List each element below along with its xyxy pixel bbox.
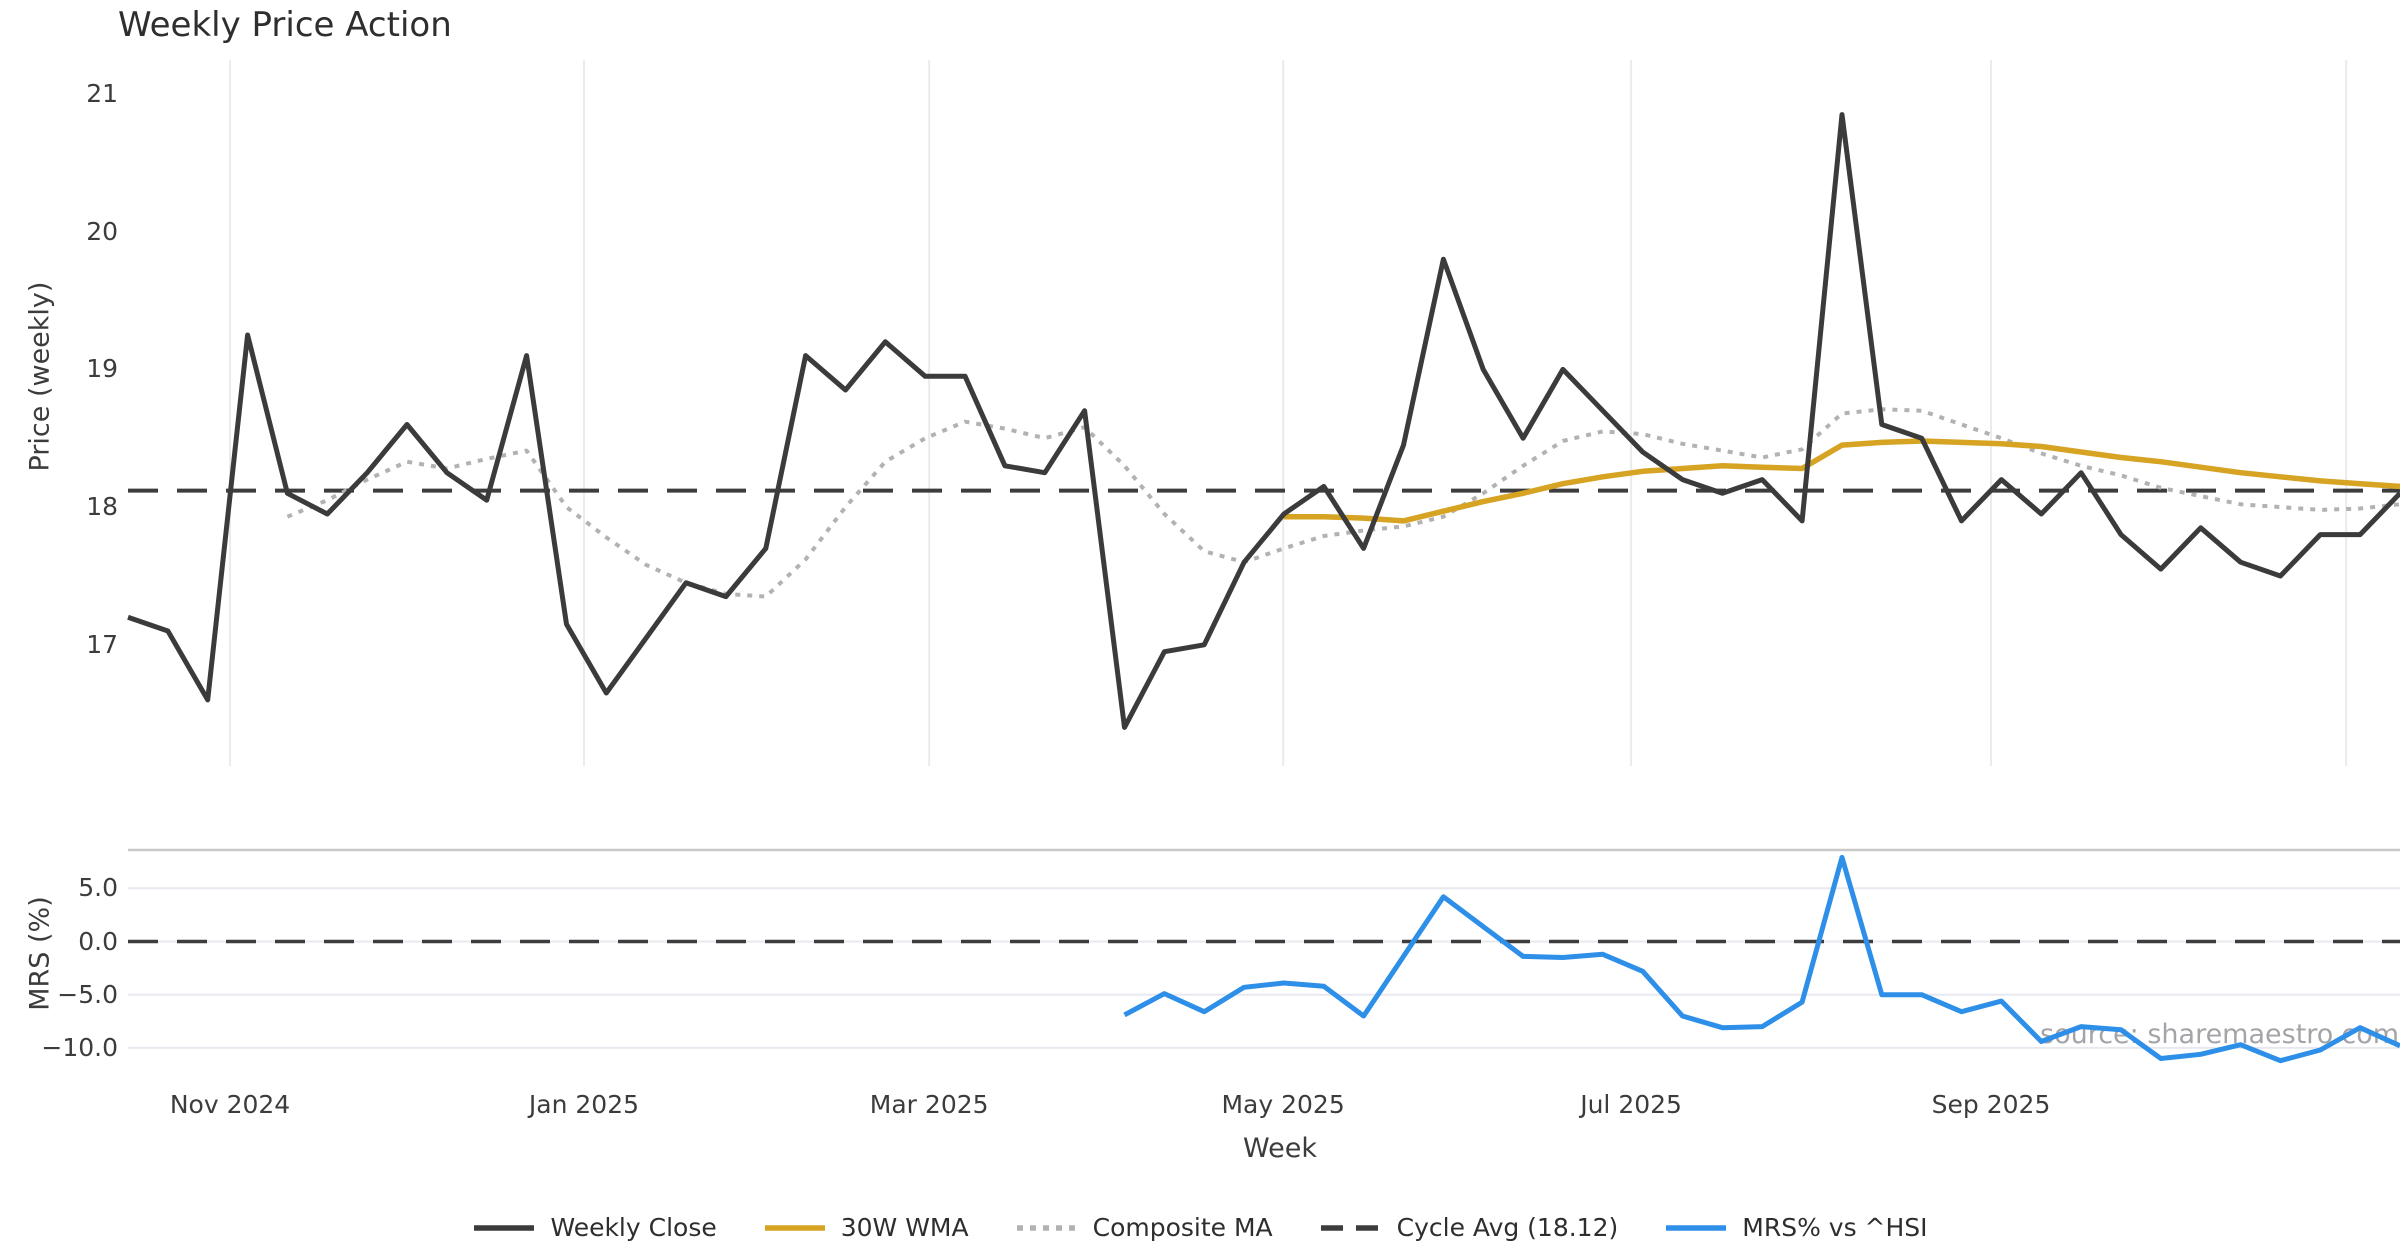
mrs-line	[1123, 854, 2400, 1064]
price-ytick: 21	[86, 78, 118, 108]
mrs-ytick: 0.0	[78, 926, 118, 956]
weekly-close-line	[127, 112, 2400, 730]
legend-label: Composite MA	[1092, 1213, 1273, 1242]
legend-swatch-dashed-icon	[1320, 1225, 1381, 1231]
legend-swatch-solid-icon	[764, 1225, 825, 1231]
legend-label: Weekly Close	[550, 1213, 717, 1242]
x-tick: May 2025	[1221, 1090, 1345, 1119]
x-tick: Jan 2025	[528, 1090, 640, 1119]
legend-item: Composite MA	[1015, 1213, 1273, 1243]
price-ytick: 17	[86, 629, 118, 659]
x-tick: Sep 2025	[1931, 1090, 2051, 1119]
x-tick: Jul 2025	[1580, 1090, 1682, 1119]
legend-swatch-solid-icon	[1666, 1225, 1727, 1231]
price-ytick: 19	[86, 354, 118, 384]
price-axis-label: Price (weekly)	[24, 281, 56, 472]
price-ytick: 18	[86, 492, 118, 522]
legend: Weekly Close 30W WMA Composite MA Cycle Avg…	[0, 1205, 2400, 1251]
price-ytick: 20	[86, 216, 118, 246]
legend-label: MRS% vs ^HSI	[1742, 1213, 1928, 1242]
x-axis-label: Week	[1243, 1133, 1317, 1164]
legend-swatch-solid-icon	[474, 1225, 535, 1231]
legend-label: 30W WMA	[840, 1213, 969, 1242]
legend-item: 30W WMA	[763, 1213, 969, 1243]
wma-30w-line	[1283, 438, 2400, 524]
mrs-ytick: 5.0	[78, 873, 118, 903]
x-tick: Mar 2025	[869, 1090, 989, 1119]
legend-item: Weekly Close	[472, 1213, 717, 1243]
legend-swatch-dotted-icon	[1016, 1225, 1077, 1231]
watermark-text: source: sharemaestro.com	[2040, 1019, 2400, 1050]
composite-ma-line	[286, 407, 2400, 599]
chart-title: Weekly Price Action	[118, 5, 452, 45]
mrs-ytick: −5.0	[57, 979, 118, 1009]
x-tick: Nov 2024	[169, 1090, 291, 1119]
mrs-ytick: −10.0	[41, 1032, 118, 1062]
legend-item: Cycle Avg (18.12)	[1319, 1213, 1619, 1243]
legend-item: MRS% vs ^HSI	[1664, 1213, 1928, 1243]
legend-label: Cycle Avg (18.12)	[1396, 1213, 1619, 1242]
